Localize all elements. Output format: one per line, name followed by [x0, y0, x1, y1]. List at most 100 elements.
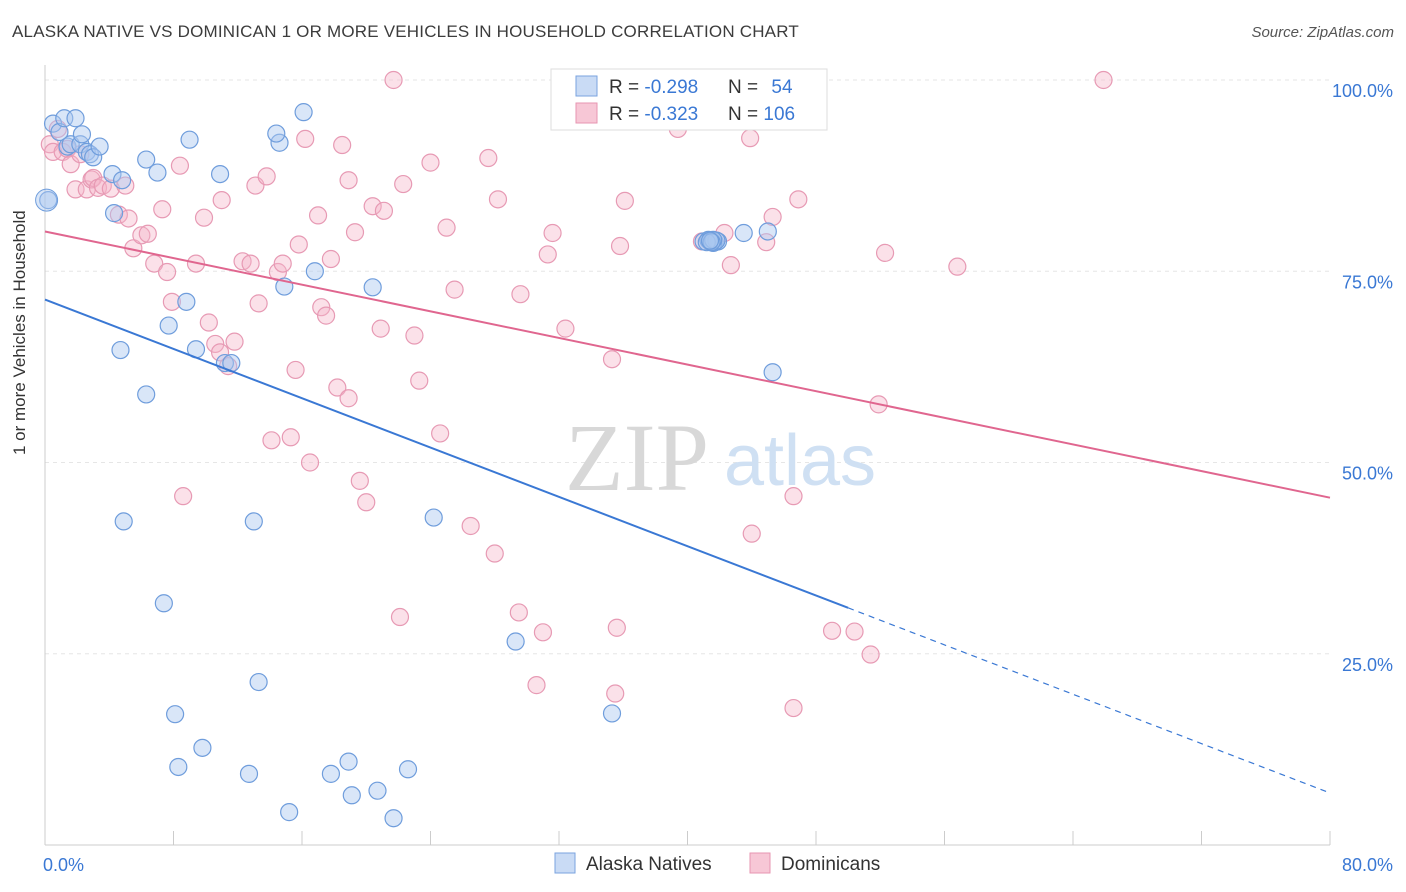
- dominican-point: [543, 223, 562, 243]
- dominican-point: [262, 431, 281, 450]
- alaska-native-point: [368, 781, 387, 800]
- dominican-point: [763, 207, 782, 227]
- dominican-point: [316, 306, 336, 325]
- x-tick-label: 80.0%: [1342, 855, 1393, 875]
- dominican-point: [742, 524, 761, 543]
- alaska-native-point: [244, 512, 263, 531]
- y-tick-label: 25.0%: [1342, 655, 1393, 675]
- y-tick-label: 75.0%: [1342, 272, 1393, 292]
- alaska-native-point: [239, 764, 259, 783]
- dominican-point: [1094, 70, 1113, 90]
- alaska-native-point: [177, 292, 196, 311]
- alaska-native-point: [321, 764, 341, 783]
- dominican-point: [296, 129, 315, 149]
- dominican-point: [479, 148, 498, 168]
- legend-n-label: N = 106: [728, 104, 795, 125]
- dominican-point: [174, 487, 193, 506]
- dominican-point: [610, 236, 630, 256]
- data-points: [35, 70, 1113, 828]
- stats-legend: R = -0.298 N = 54 R = -0.323 N = 106: [550, 68, 828, 131]
- alaska-native-point: [84, 148, 103, 167]
- alaska-native-point: [700, 231, 720, 250]
- dominican-point: [84, 168, 103, 188]
- legend-item-dominican-swatch: [749, 852, 771, 874]
- dominican-point: [212, 191, 231, 210]
- dominican-point: [257, 167, 276, 186]
- alaska-native-point: [294, 103, 313, 122]
- dominican-point: [461, 516, 480, 536]
- dominican-point: [206, 334, 225, 354]
- axes: [44, 65, 1331, 846]
- dominican-point: [333, 135, 352, 155]
- alaska-native-point: [148, 163, 167, 182]
- legend-n-label: N = 54: [728, 77, 793, 98]
- watermark-zip: ZIP: [565, 404, 709, 511]
- alaska-native-point: [210, 164, 230, 184]
- dominican-point: [509, 603, 528, 622]
- dominican-point: [405, 326, 424, 345]
- series-legend: Alaska Natives Dominicans: [554, 852, 880, 875]
- alaska-native-point: [50, 122, 69, 142]
- dominican-point: [328, 378, 347, 397]
- dominican-point: [273, 254, 292, 273]
- alaska-native-point: [72, 125, 92, 144]
- dominican-point: [394, 174, 413, 194]
- alaska-native-point: [80, 145, 100, 164]
- dominican-point: [390, 607, 410, 627]
- dominican-point: [721, 256, 740, 275]
- alaska-native-point: [602, 704, 622, 723]
- dominican-point: [312, 298, 331, 317]
- alaska-native-point: [104, 204, 124, 223]
- alaska-native-point: [267, 124, 286, 143]
- alaska-native-point: [180, 130, 199, 149]
- dominican-point: [357, 493, 376, 512]
- dominican-point: [48, 119, 67, 139]
- dominican-point: [321, 249, 341, 269]
- dominican-point: [308, 206, 328, 225]
- dominican-point: [556, 319, 575, 338]
- dominican-point: [533, 623, 553, 642]
- dominican-point: [488, 190, 508, 209]
- dominican-point: [363, 197, 382, 216]
- dominican-point: [339, 389, 358, 408]
- dominican-point: [199, 313, 218, 332]
- dominican-point: [437, 218, 456, 237]
- dominican-point: [371, 319, 390, 338]
- dominican-point: [607, 618, 626, 637]
- dominican-point: [210, 343, 230, 362]
- dominican-point: [350, 471, 369, 490]
- alaska-native-point: [111, 340, 130, 360]
- alaska-native-point: [249, 672, 268, 692]
- legend-r-label: R = -0.323: [609, 104, 698, 125]
- dominican-point: [374, 201, 394, 220]
- alaska-native-point: [758, 222, 777, 241]
- alaska-native-point: [166, 705, 185, 724]
- alaska-native-point: [66, 109, 85, 128]
- source-note: Source: ZipAtlas.com: [1251, 24, 1394, 41]
- dominican-point: [527, 676, 546, 695]
- dominican-point: [410, 371, 429, 390]
- dominican-point: [845, 622, 864, 641]
- dominican-point: [162, 292, 181, 311]
- dominican-point: [875, 243, 895, 262]
- alaska-native-point: [342, 786, 361, 805]
- dominican-point: [421, 153, 440, 172]
- dominican-point: [88, 178, 108, 197]
- dominican-point: [157, 262, 177, 282]
- dominican-point: [281, 428, 300, 447]
- dominican-point: [948, 257, 967, 276]
- alaska-native-point: [39, 191, 58, 210]
- dominican-point: [225, 332, 244, 351]
- dominican-point: [861, 645, 880, 664]
- watermark-atlas: atlas: [724, 421, 876, 501]
- dominican-point: [249, 294, 268, 313]
- x-tick-label: 0.0%: [43, 855, 84, 875]
- alaska-native-point: [734, 223, 753, 243]
- alaska-native-point: [398, 760, 418, 779]
- alaska-native-point: [363, 278, 382, 297]
- dominican-point: [286, 360, 305, 380]
- trend-lines: [44, 230, 1331, 794]
- dominican-point: [61, 155, 80, 174]
- alaska-native-point: [169, 757, 188, 777]
- alaska-native-point: [90, 137, 109, 156]
